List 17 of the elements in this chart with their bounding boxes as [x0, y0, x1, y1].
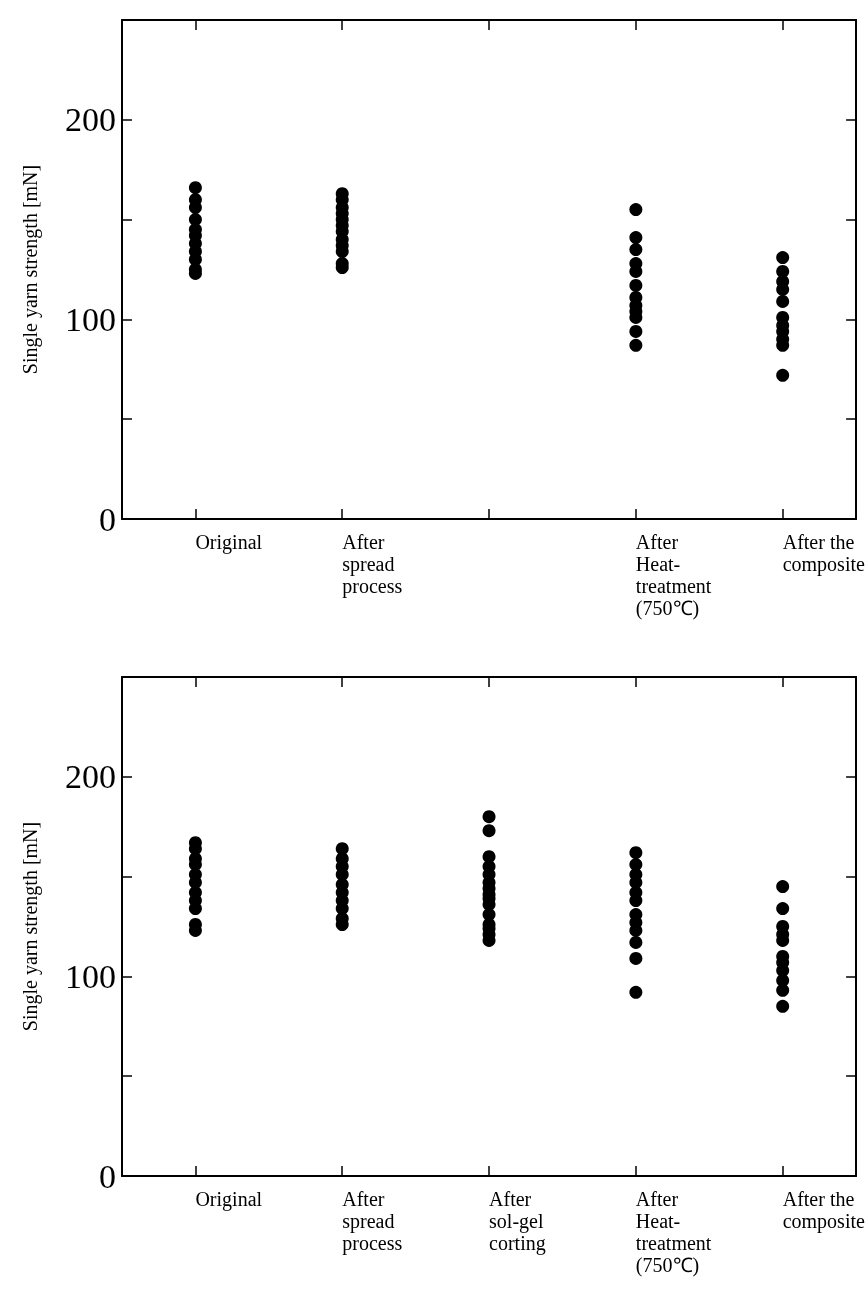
x-tick-label: After the composite: [782, 1188, 866, 1233]
y-axis-title: Single yarn strength [mN]: [19, 164, 42, 375]
x-tick-label: Original: [195, 531, 263, 554]
x-tick-label: After spread process: [342, 1188, 403, 1255]
y-tick-label: 100: [65, 957, 116, 995]
y-tick-label: 200: [65, 758, 116, 796]
x-tick-label: After the composite: [782, 531, 866, 576]
x-tick-label: After Heat- treatment (750℃): [635, 531, 712, 620]
y-tick-label: 0: [99, 1157, 116, 1195]
x-tick-label: After Heat- treatment (750℃): [635, 1188, 712, 1277]
y-tick-label: 200: [65, 101, 116, 139]
x-tick-label: After spread process: [342, 531, 403, 598]
x-tick-label: Original: [195, 1188, 263, 1211]
y-tick-label: 100: [65, 300, 116, 338]
y-axis-title: Single yarn strength [mN]: [19, 821, 42, 1032]
y-tick-label: 0: [99, 500, 116, 538]
x-tick-label: After sol-gel corting: [489, 1188, 546, 1255]
